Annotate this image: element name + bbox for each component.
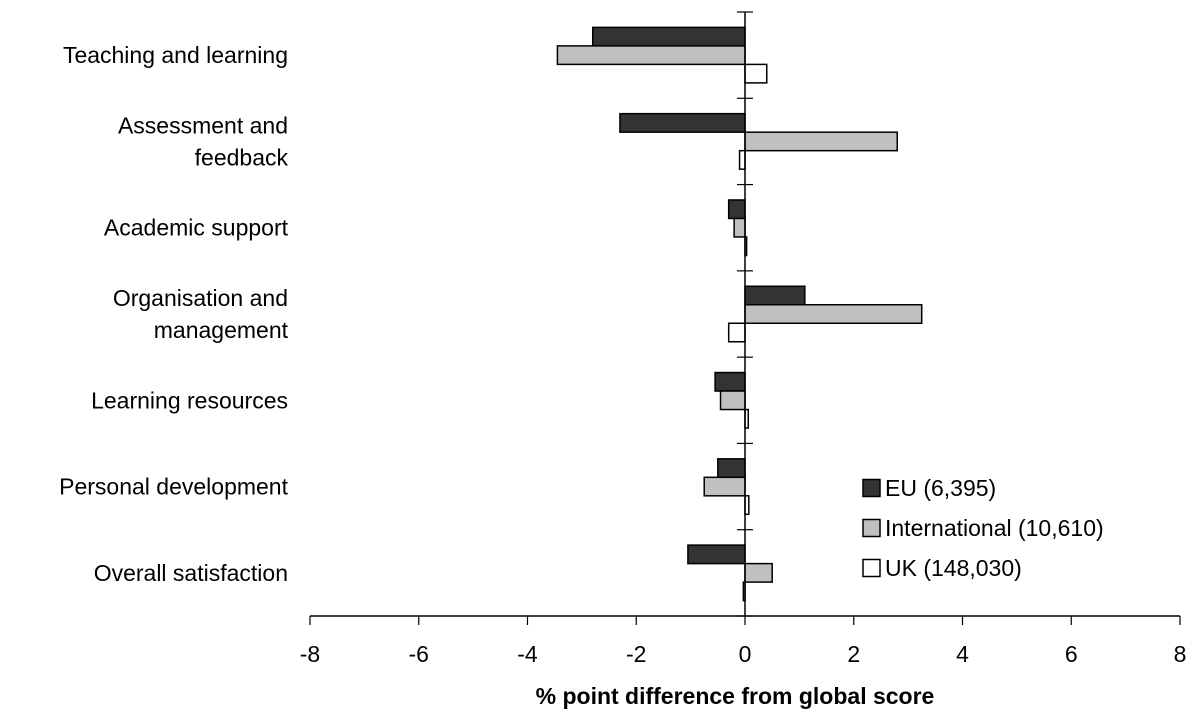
legend-swatch [862, 518, 881, 538]
category-labels: Teaching and learning Assessment and feedb… [59, 42, 288, 586]
x-tick-label: 8 [1174, 641, 1187, 667]
bar-international-1 [744, 131, 898, 152]
bars-group [556, 26, 923, 602]
bar-international-4 [719, 390, 746, 411]
x-tick-label: -6 [409, 641, 429, 667]
category-label: Assessment and feedback [118, 112, 289, 170]
x-axis-title: % point difference from global score [536, 683, 935, 709]
x-tick-label: 6 [1065, 641, 1078, 667]
category-label: Academic support [104, 215, 289, 241]
legend-swatch [862, 558, 881, 578]
bar-international-0 [556, 45, 746, 66]
legend-label: International (10,610) [885, 515, 1104, 541]
bar-international-6 [744, 562, 773, 583]
bar-international-5 [703, 476, 746, 497]
category-label: Personal development [59, 474, 288, 500]
legend: EU (6,395) International (10,610) UK (148,… [862, 475, 1104, 581]
bar-uk-1 [738, 149, 746, 170]
bar-international-3 [744, 304, 923, 324]
bar-eu-2 [727, 199, 746, 220]
legend-label: EU (6,395) [885, 475, 996, 501]
x-tick-label: -8 [300, 641, 320, 667]
bar-eu-6 [687, 544, 746, 565]
x-tick-label: 0 [739, 641, 752, 667]
category-label: Overall satisfaction [94, 560, 288, 586]
bar-eu-3 [744, 285, 806, 306]
legend-swatch [862, 478, 881, 498]
axes-group: -8 -6 -4 -2 0 2 4 6 8 % point difference from glo… [300, 11, 1187, 709]
x-tick-label: 2 [847, 641, 860, 667]
bar-eu-5 [717, 458, 746, 479]
x-tick-label: -2 [626, 641, 646, 667]
category-label: Teaching and learning [63, 42, 288, 68]
bar-international-2 [733, 217, 746, 238]
bar-eu-0 [592, 26, 746, 47]
bar-eu-4 [714, 371, 746, 392]
category-label: Learning resources [91, 387, 288, 413]
legend-label: UK (148,030) [885, 555, 1022, 581]
x-tick-label: -4 [517, 641, 538, 667]
bar-uk-0 [744, 63, 768, 84]
bar-uk-3 [727, 322, 746, 343]
bar-eu-1 [619, 112, 746, 133]
category-label: Organisation and management [113, 285, 289, 343]
x-tick-label: 4 [956, 641, 969, 667]
